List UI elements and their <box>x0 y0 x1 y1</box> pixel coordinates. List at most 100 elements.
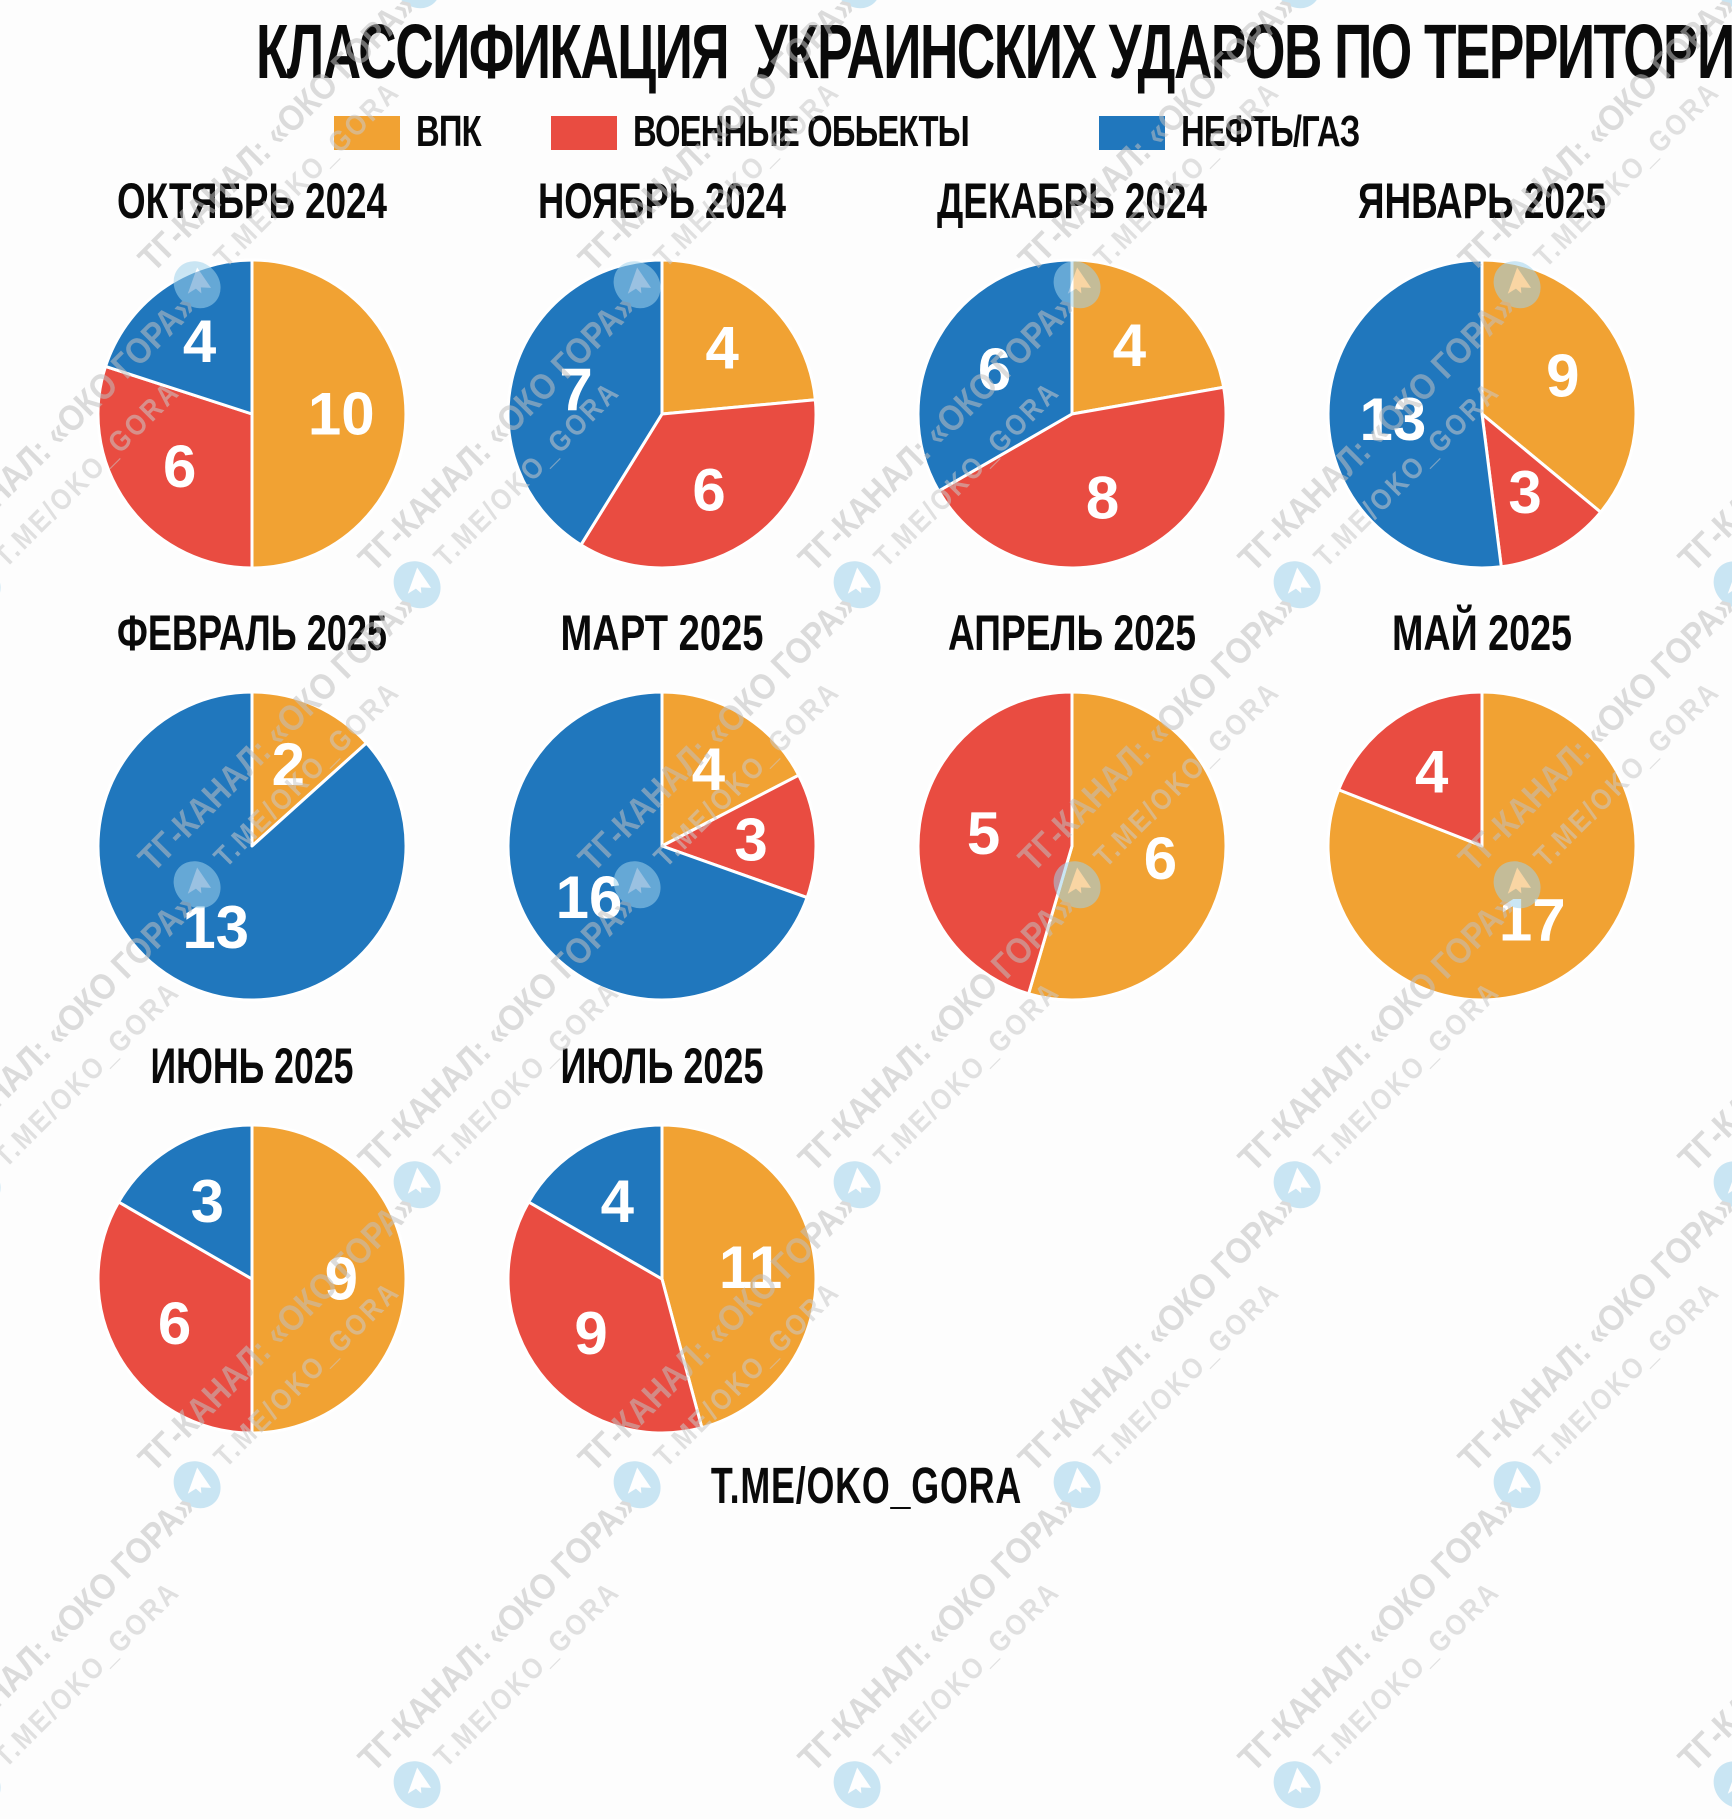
pie-dec-2024: ДЕКАБРЬ 2024 4 8 6 <box>916 173 1228 570</box>
pie-value-label: 4 <box>183 308 217 375</box>
telegram-icon <box>0 1761 1 1809</box>
pie-jan-2025: ЯНВАРЬ 2025 93 13 <box>1326 173 1638 570</box>
pie-value-label: 10 <box>308 381 375 448</box>
pie-slice-jun-2025-military-objects <box>96 1200 254 1435</box>
legend-item-oil-gas: НЕФТЬ/ГАЗ <box>1098 108 1399 156</box>
pie-apr-2025: АПРЕЛЬ 2025 6 5 <box>916 605 1228 1002</box>
pie-slice-jun-2025-vpk <box>250 1123 408 1435</box>
watermark-line1: ТГ-КАНАЛ: «ОКО ГОРА» <box>0 1485 204 1779</box>
pie-value-label: 6 <box>692 456 725 523</box>
pie-value-label: 3 <box>734 806 767 873</box>
pie-slice-apr-2025-vpk <box>1027 690 1228 1002</box>
pie-value-label: 4 <box>692 736 726 803</box>
pie-value-label: 6 <box>163 433 196 500</box>
pie-feb-2025: ФЕВРАЛЬ 2025 2 13 <box>96 605 408 1002</box>
pie-slice-jan-2025-military-objects <box>1480 412 1603 569</box>
pie-slice-nov-2024-military-objects <box>579 398 818 570</box>
watermark-line2: T.ME/OKO_GORA <box>383 1518 684 1819</box>
pie-value-label: 4 <box>1415 739 1449 806</box>
legend-item-military-objects: ВОЕННЫЕ ОБЬЕКТЫ <box>550 108 1043 156</box>
pie-slice-mar-2025-military-objects <box>660 773 818 900</box>
pie-may-2025: МАЙ 2025 17 4 <box>1326 604 1638 1002</box>
legend-label-oil-gas: НЕФТЬ/ГАЗ <box>1180 108 1360 156</box>
legend-item-vpk: ВПК <box>333 108 495 156</box>
pie-month-title: АПРЕЛЬ 2025 <box>948 605 1196 661</box>
pie-value-label: 6 <box>1144 825 1177 892</box>
watermark-line2-text: T.ME/OKO_GORA <box>0 1574 187 1774</box>
watermark-line2-text: T.ME/OKO_GORA <box>1307 1574 1507 1774</box>
footer-link-text: T.ME/OKO_GORA <box>710 1456 1022 1514</box>
pie-slice-jul-2025-oil-gas <box>527 1123 664 1281</box>
pie-value-label: 6 <box>158 1290 191 1357</box>
pie-month-title: ЯНВАРЬ 2025 <box>1358 173 1606 229</box>
pie-slice-oct-2024-vpk <box>250 258 408 570</box>
pie-slice-mar-2025-vpk <box>660 690 801 848</box>
watermark-line1: ТГ-КАНАЛ: «ОКО ГОРА» <box>790 1485 1084 1779</box>
pie-slice-jun-2025-oil-gas <box>117 1123 254 1281</box>
watermark-line2: T.ME/OKO_GORA <box>0 1518 244 1819</box>
pie-value-label: 7 <box>559 356 592 423</box>
pie-oct-2024: ОКТЯБРЬ 2024 10 6 4 <box>96 173 408 570</box>
pie-month-title: МАРТ 2025 <box>561 605 764 661</box>
pie-month-title: ДЕКАБРЬ 2024 <box>937 173 1207 229</box>
watermark: ТГ-КАНАЛ: «ОКО ГОРА»T.ME/OKO_GORA <box>1670 1486 1732 1819</box>
watermark-line2-text: T.ME/OKO_GORA <box>867 1574 1067 1774</box>
pie-slice-jul-2025-military-objects <box>506 1200 704 1435</box>
watermark-line1: ТГ-КАНАЛ: «ОКО ГОРА» <box>350 1485 644 1779</box>
legend-label-vpk: ВПК <box>415 108 482 156</box>
telegram-icon <box>1713 1761 1732 1809</box>
pie-slice-oct-2024-military-objects <box>96 364 254 570</box>
watermark-line1: ТГ-КАНАЛ: «ОКО ГОРА» <box>1230 1485 1524 1779</box>
pie-value-label: 4 <box>1113 312 1147 379</box>
pie-charts-canvas: ОКТЯБРЬ 2024 10 6 4 НОЯБРЬ 2024 4 6 7 ДЕКАБРЬ 20… <box>96 173 1638 1435</box>
pie-value-label: 8 <box>1086 464 1119 531</box>
telegram-icon <box>833 1761 881 1809</box>
legend-swatch-oil-gas <box>1098 115 1165 150</box>
footer-link: T.ME/OKO_GORA <box>0 1457 1732 1515</box>
pie-value-label: 17 <box>1499 886 1566 953</box>
pie-slice-mar-2025-oil-gas <box>506 690 809 1002</box>
page-title-text: КЛАССИФИКАЦИЯ УКРАИНСКИХ УДАРОВ ПО ТЕРРИ… <box>255 8 1732 95</box>
pie-month-title: НОЯБРЬ 2024 <box>538 173 786 229</box>
watermark-line2-text: T.ME/OKO_GORA <box>427 1574 627 1774</box>
pie-slice-may-2025-military-objects <box>1337 690 1484 848</box>
pie-value-label: 4 <box>706 315 740 382</box>
watermark: ТГ-КАНАЛ: «ОКО ГОРА»T.ME/OKO_GORA <box>0 1486 244 1819</box>
pie-value-label: 5 <box>967 800 1000 867</box>
legend: ВПК ВОЕННЫЕ ОБЬЕКТЫ НЕФТЬ/ГАЗ <box>0 108 1732 156</box>
pie-slice-dec-2024-oil-gas <box>916 258 1074 493</box>
pie-slice-jul-2025-vpk <box>660 1123 818 1430</box>
watermark-line1: ТГ-КАНАЛ: «ОКО ГОРА» <box>1670 1486 1732 1779</box>
page-title: КЛАССИФИКАЦИЯ УКРАИНСКИХ УДАРОВ ПО ТЕРРИ… <box>0 9 1732 94</box>
watermark-line2: T.ME/OKO_GORA <box>1703 1518 1732 1819</box>
pie-mar-2025: МАРТ 2025 43 16 <box>506 605 818 1002</box>
watermark: ТГ-КАНАЛ: «ОКО ГОРА»T.ME/OKO_GORA <box>1230 1486 1564 1819</box>
pie-nov-2024: НОЯБРЬ 2024 4 6 7 <box>506 173 818 570</box>
watermark-line2: T.ME/OKO_GORA <box>823 1518 1124 1819</box>
pie-value-label: 13 <box>1360 386 1427 453</box>
pie-month-title: ИЮНЬ 2025 <box>151 1038 354 1094</box>
legend-swatch-vpk <box>333 115 400 150</box>
pie-month-title: ИЮЛЬ 2025 <box>561 1038 764 1094</box>
pie-value-label: 9 <box>574 1300 607 1367</box>
telegram-icon <box>393 1761 441 1809</box>
pie-slice-feb-2025-vpk <box>250 690 368 848</box>
pie-value-label: 6 <box>978 336 1011 403</box>
pie-month-title: ОКТЯБРЬ 2024 <box>117 173 387 229</box>
pie-value-label: 16 <box>556 864 623 931</box>
pie-value-label: 2 <box>272 731 305 798</box>
legend-swatch-military-objects <box>550 115 617 150</box>
pie-value-label: 4 <box>601 1168 635 1235</box>
pie-month-title: МАЙ 2025 <box>1392 604 1572 661</box>
pie-slice-dec-2024-military-objects <box>937 385 1228 570</box>
watermark: ТГ-КАНАЛ: «ОКО ГОРА»T.ME/OKO_GORA <box>350 1486 684 1819</box>
pie-value-label: 9 <box>1546 343 1579 410</box>
watermark: ТГ-КАНАЛ: «ОКО ГОРА»T.ME/OKO_GORA <box>790 1486 1124 1819</box>
pie-slice-nov-2024-oil-gas <box>506 258 664 547</box>
pie-jun-2025: ИЮНЬ 2025 9 63 <box>96 1038 408 1435</box>
pie-slice-jan-2025-oil-gas <box>1326 258 1503 570</box>
pie-value-label: 9 <box>325 1246 358 1313</box>
legend-label-military-objects: ВОЕННЫЕ ОБЬЕКТЫ <box>632 108 970 156</box>
pie-value-label: 13 <box>182 894 249 961</box>
